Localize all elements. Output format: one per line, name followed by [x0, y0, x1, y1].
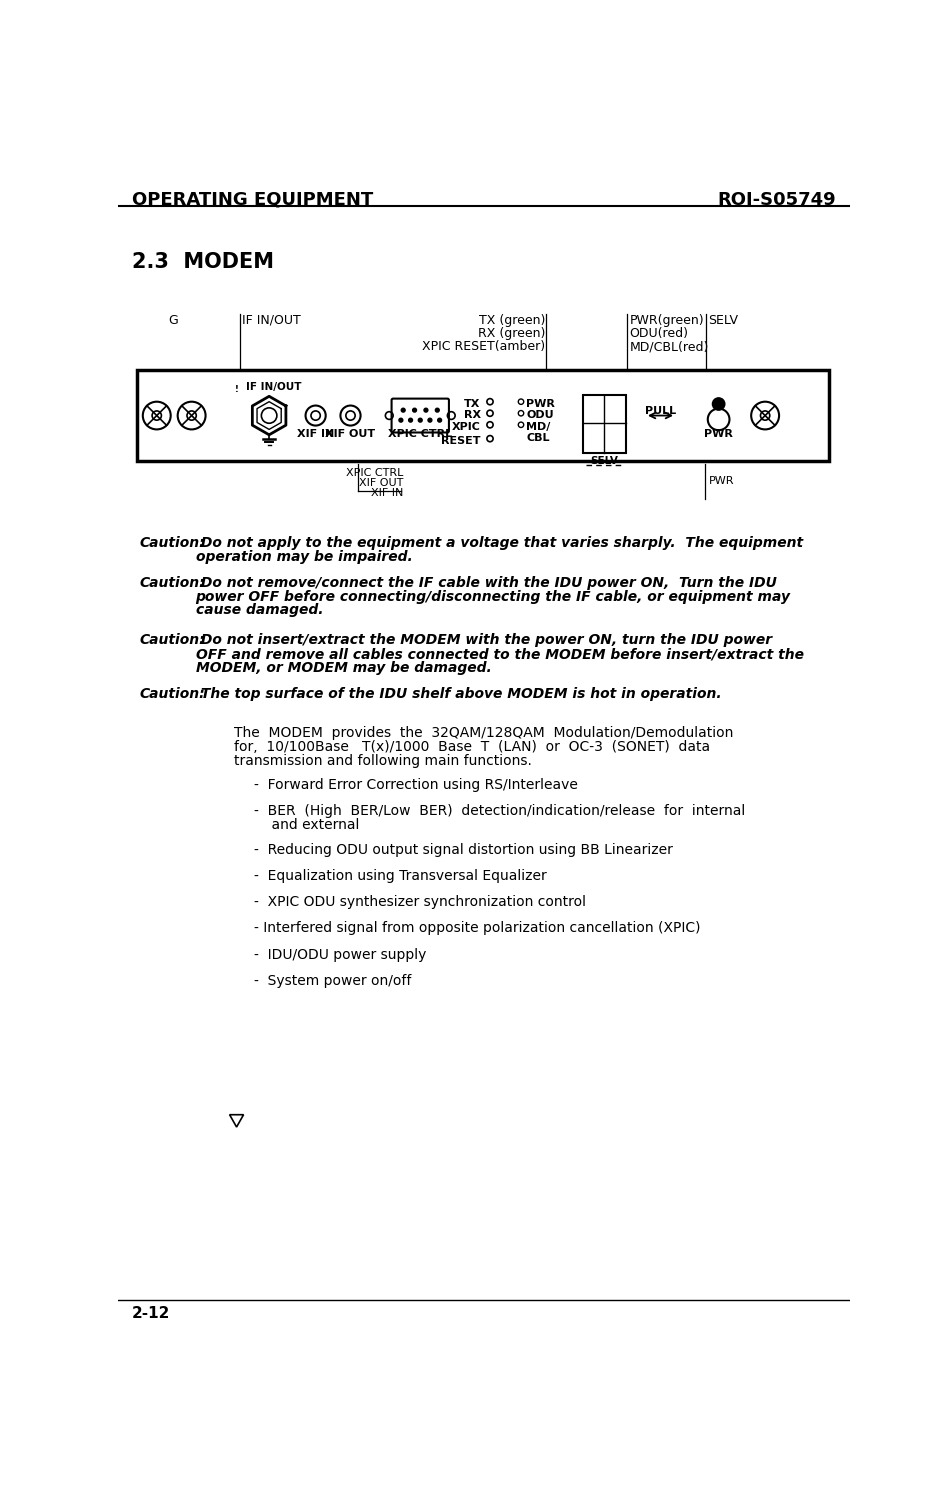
Text: !: !	[235, 385, 239, 394]
Circle shape	[713, 397, 725, 411]
Text: 2-12: 2-12	[132, 1306, 170, 1321]
Text: PWR: PWR	[709, 476, 734, 485]
Text: XPIC RESET(amber): XPIC RESET(amber)	[422, 340, 545, 352]
Circle shape	[438, 418, 442, 423]
Text: and external: and external	[254, 818, 359, 832]
Text: IF IN/OUT: IF IN/OUT	[245, 382, 301, 391]
Text: ODU(red): ODU(red)	[630, 327, 688, 340]
Text: XIF OUT: XIF OUT	[326, 430, 376, 439]
Text: Caution:: Caution:	[140, 536, 206, 549]
Text: MD/: MD/	[527, 421, 550, 431]
Text: - Interfered signal from opposite polarization cancellation (XPIC): - Interfered signal from opposite polari…	[254, 921, 700, 936]
Text: -  BER  (High  BER/Low  BER)  detection/indication/release  for  internal: - BER (High BER/Low BER) detection/indic…	[254, 805, 745, 818]
Text: Caution:: Caution:	[140, 633, 206, 648]
Text: RX: RX	[464, 411, 480, 420]
Text: -  Reducing ODU output signal distortion using BB Linearizer: - Reducing ODU output signal distortion …	[254, 844, 672, 857]
Text: PULL: PULL	[645, 406, 676, 415]
Circle shape	[399, 418, 403, 423]
Circle shape	[401, 408, 405, 412]
Text: Do not insert/extract the MODEM with the power ON, turn the IDU power: Do not insert/extract the MODEM with the…	[195, 633, 771, 648]
Text: Do not remove/connect the IF cable with the IDU power ON,  Turn the IDU: Do not remove/connect the IF cable with …	[195, 576, 776, 590]
Text: PWR(green): PWR(green)	[630, 314, 704, 327]
Text: -  Forward Error Correction using RS/Interleave: - Forward Error Correction using RS/Inte…	[254, 778, 578, 793]
Text: The  MODEM  provides  the  32QAM/128QAM  Modulation/Demodulation: The MODEM provides the 32QAM/128QAM Modu…	[234, 726, 733, 741]
Circle shape	[418, 418, 422, 423]
Text: -  Equalization using Transversal Equalizer: - Equalization using Transversal Equaliz…	[254, 869, 547, 882]
Text: XPIC: XPIC	[452, 421, 480, 431]
Text: transmission and following main functions.: transmission and following main function…	[234, 754, 532, 767]
Text: PWR: PWR	[527, 399, 555, 409]
Text: TX (green): TX (green)	[479, 314, 545, 327]
Text: IF IN/OUT: IF IN/OUT	[242, 314, 301, 327]
Text: PWR: PWR	[704, 430, 733, 439]
Text: Caution:: Caution:	[140, 576, 206, 590]
Text: operation may be impaired.: operation may be impaired.	[195, 549, 413, 563]
Text: ROI-S05749: ROI-S05749	[717, 191, 835, 209]
Text: MD/CBL(red): MD/CBL(red)	[630, 340, 709, 352]
Text: XPIC CTRL: XPIC CTRL	[346, 467, 403, 478]
Text: ODU: ODU	[527, 411, 554, 420]
Text: MODEM, or MODEM may be damaged.: MODEM, or MODEM may be damaged.	[195, 661, 491, 675]
Circle shape	[409, 418, 413, 423]
Text: SELV: SELV	[709, 314, 738, 327]
Circle shape	[428, 418, 431, 423]
Text: power OFF before connecting/disconnecting the IF cable, or equipment may: power OFF before connecting/disconnectin…	[195, 590, 790, 603]
Bar	[583, 394, 626, 452]
Text: 2.3  MODEM: 2.3 MODEM	[132, 252, 274, 272]
Text: for,  10/100Base   T(x)/1000  Base  T  (LAN)  or  OC-3  (SONET)  data: for, 10/100Base T(x)/1000 Base T (LAN) o…	[234, 739, 711, 754]
Text: OFF and remove all cables connected to the MODEM before insert/extract the: OFF and remove all cables connected to t…	[195, 648, 803, 661]
Text: Do not apply to the equipment a voltage that varies sharply.  The equipment: Do not apply to the equipment a voltage …	[195, 536, 802, 549]
Text: -  XPIC ODU synthesizer synchronization control: - XPIC ODU synthesizer synchronization c…	[254, 896, 585, 909]
Circle shape	[413, 408, 416, 412]
Text: -  System power on/off: - System power on/off	[254, 973, 411, 988]
Text: cause damaged.: cause damaged.	[195, 603, 323, 618]
Text: XIF IN: XIF IN	[371, 488, 403, 499]
Text: The top surface of the IDU shelf above MODEM is hot in operation.: The top surface of the IDU shelf above M…	[195, 687, 721, 702]
Text: RX (green): RX (green)	[478, 327, 545, 340]
Text: XIF OUT: XIF OUT	[359, 478, 403, 488]
Text: OPERATING EQUIPMENT: OPERATING EQUIPMENT	[132, 191, 373, 209]
Text: XIF IN: XIF IN	[297, 430, 334, 439]
Text: Caution:: Caution:	[140, 687, 206, 702]
Text: RESET: RESET	[441, 436, 480, 445]
Text: G: G	[168, 314, 178, 327]
FancyBboxPatch shape	[392, 399, 449, 433]
Text: SELV: SELV	[590, 457, 618, 466]
Text: -  IDU/ODU power supply: - IDU/ODU power supply	[254, 948, 426, 961]
Circle shape	[435, 408, 439, 412]
Text: CBL: CBL	[527, 433, 550, 443]
Text: TX: TX	[464, 399, 480, 409]
Text: XPIC CTRL: XPIC CTRL	[388, 430, 452, 439]
Bar	[138, 370, 830, 461]
Circle shape	[424, 408, 428, 412]
